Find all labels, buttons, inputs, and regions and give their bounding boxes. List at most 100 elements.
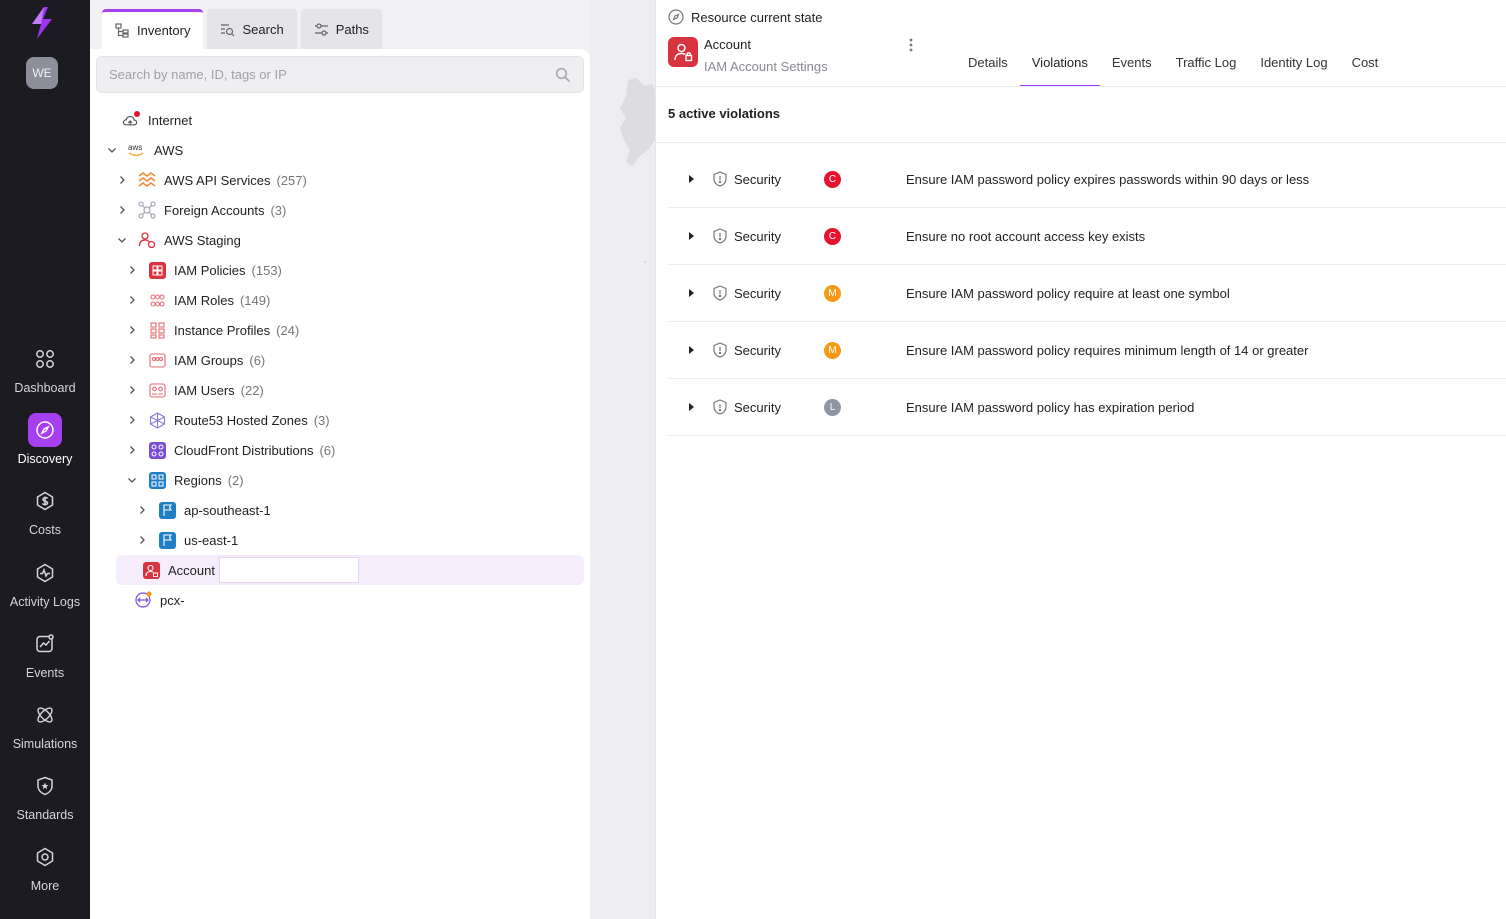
tree-item-label: ap-southeast-1 xyxy=(184,502,271,518)
search-input[interactable] xyxy=(109,67,555,82)
severity-badge: M xyxy=(824,284,841,302)
nav-label: Events xyxy=(25,666,65,680)
caret-right-icon[interactable] xyxy=(686,345,696,355)
chevron-right-icon[interactable] xyxy=(126,414,138,426)
tab-traffic-log[interactable]: Traffic Log xyxy=(1175,55,1237,70)
tree-item-aws-staging[interactable]: AWS Staging xyxy=(116,225,241,255)
chevron-down-icon[interactable] xyxy=(126,474,138,486)
caret-right-icon[interactable] xyxy=(686,174,696,184)
tree-item-label: Internet xyxy=(148,112,193,128)
caret-right-icon[interactable] xyxy=(686,231,696,241)
caret-right-icon[interactable] xyxy=(686,288,696,298)
nav-label: Discovery xyxy=(17,452,73,466)
shield-icon xyxy=(713,228,727,244)
search-icon[interactable] xyxy=(555,67,571,83)
chevron-right-icon[interactable] xyxy=(126,324,138,336)
tree-item-regions[interactable]: Regions (2) xyxy=(126,465,244,495)
violation-row[interactable]: Security M Ensure IAM password policy requ… xyxy=(668,265,1506,322)
avatar[interactable]: WE xyxy=(26,57,58,89)
tree-item-count: (6) xyxy=(249,352,266,368)
dollar-icon xyxy=(28,484,62,518)
tab-events[interactable]: Events xyxy=(1111,55,1152,70)
kebab-menu-icon[interactable] xyxy=(906,36,916,54)
peering-icon xyxy=(134,591,152,609)
chevron-right-icon[interactable] xyxy=(126,264,138,276)
tab-label: Search xyxy=(242,21,284,37)
nav-item-dashboard[interactable]: Dashboard xyxy=(0,342,90,406)
tree-item-iam-groups[interactable]: IAM Groups (6) xyxy=(126,345,265,375)
tree-item-iam-roles[interactable]: IAM Roles (149) xyxy=(126,285,270,315)
tab-inventory[interactable]: Inventory xyxy=(102,9,204,49)
tree-item-label: IAM Roles xyxy=(174,292,234,308)
chevron-right-icon[interactable] xyxy=(116,204,128,216)
tab-violations[interactable]: Violations xyxy=(1019,44,1100,87)
tree-item-iam-users[interactable]: IAM Users (22) xyxy=(126,375,264,405)
chevron-right-icon[interactable] xyxy=(126,294,138,306)
tree-item-region-us-east-1[interactable]: us-east-1 xyxy=(136,525,238,555)
divider xyxy=(656,86,1506,87)
compass-icon xyxy=(668,9,684,25)
tab-search[interactable]: Search xyxy=(207,9,297,49)
tree-item-pcx[interactable]: pcx- xyxy=(134,585,185,615)
violation-category: Security xyxy=(734,228,781,244)
route53-icon xyxy=(148,411,166,429)
shield-icon xyxy=(713,285,727,301)
chevron-right-icon[interactable] xyxy=(116,174,128,186)
regions-icon xyxy=(148,471,166,489)
cloud-icon xyxy=(122,110,140,129)
tab-cost[interactable]: Cost xyxy=(1351,55,1379,70)
caret-right-icon[interactable] xyxy=(686,402,696,412)
tree-item-label: Instance Profiles xyxy=(174,322,271,338)
tree-item-aws[interactable]: aws AWS xyxy=(106,135,183,165)
chevron-right-icon[interactable] xyxy=(126,384,138,396)
flag-icon xyxy=(158,531,176,549)
chevron-right-icon[interactable] xyxy=(126,354,138,366)
tree-item-foreign-accounts[interactable]: Foreign Accounts (3) xyxy=(116,195,286,225)
violation-title: Ensure IAM password policy has expiratio… xyxy=(906,399,1195,415)
tab-label: Paths xyxy=(335,21,369,37)
chart-icon xyxy=(28,627,62,661)
tree-item-label: Account xyxy=(168,562,215,578)
iam-roles-icon xyxy=(148,291,166,309)
tab-identity-log[interactable]: Identity Log xyxy=(1260,55,1328,70)
chevron-down-icon[interactable] xyxy=(106,144,118,156)
rename-field[interactable] xyxy=(218,557,359,583)
tab-label: Inventory xyxy=(137,23,191,38)
nav-item-more[interactable]: More xyxy=(0,840,90,904)
tree-item-iam-policies[interactable]: IAM Policies (153) xyxy=(126,255,282,285)
nav-item-costs[interactable]: Costs xyxy=(0,484,90,548)
gear-icon xyxy=(28,840,62,874)
nav-item-standards[interactable]: Standards xyxy=(0,769,90,833)
nav-item-events[interactable]: Events xyxy=(0,627,90,691)
nav-label: Dashboard xyxy=(14,381,76,395)
tree-item-internet[interactable]: Internet xyxy=(122,105,192,135)
nav-label: Costs xyxy=(29,523,61,537)
tab-details[interactable]: Details xyxy=(968,55,1008,70)
chevron-right-icon[interactable] xyxy=(136,534,148,546)
tree-item-account[interactable]: Account xyxy=(116,555,584,585)
tree-item-count: (3) xyxy=(270,202,287,218)
nav-item-simulations[interactable]: Simulations xyxy=(0,698,90,762)
app-logo-icon[interactable] xyxy=(26,6,58,40)
nav-item-activity-logs[interactable]: Activity Logs xyxy=(0,556,90,620)
tree-item-region-ap-southeast-1[interactable]: ap-southeast-1 xyxy=(136,495,271,525)
violation-title: Ensure no root account access key exists xyxy=(906,228,1146,244)
panel-tabs: Inventory Search Paths xyxy=(102,9,382,49)
violation-row[interactable]: Security C Ensure no root account access k… xyxy=(668,208,1506,265)
tree-item-count: (149) xyxy=(239,292,271,308)
tab-paths[interactable]: Paths xyxy=(300,9,382,49)
chevron-down-icon[interactable] xyxy=(116,234,128,246)
tree-item-count: (3) xyxy=(313,412,330,428)
tree-item-route53[interactable]: Route53 Hosted Zones (3) xyxy=(126,405,330,435)
violation-row[interactable]: Security L Ensure IAM password policy has … xyxy=(668,379,1506,436)
nav-item-discovery[interactable]: Discovery xyxy=(0,413,90,477)
inventory-tree: Internet aws AWS AWS API Services (257) … xyxy=(90,49,590,919)
violation-row[interactable]: Security M Ensure IAM password policy requ… xyxy=(668,322,1506,379)
tree-item-instance-profiles[interactable]: Instance Profiles (24) xyxy=(126,315,299,345)
tree-item-aws-api-services[interactable]: AWS API Services (257) xyxy=(116,165,307,195)
chevron-right-icon[interactable] xyxy=(126,444,138,456)
violation-row[interactable]: Security C Ensure IAM password policy expi… xyxy=(668,151,1506,208)
violation-category: Security xyxy=(734,342,781,358)
chevron-right-icon[interactable] xyxy=(136,504,148,516)
tree-item-cloudfront[interactable]: CloudFront Distributions (6) xyxy=(126,435,335,465)
